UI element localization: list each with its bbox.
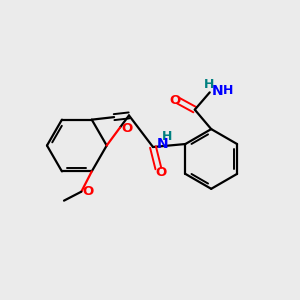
Text: H: H bbox=[223, 84, 233, 98]
Text: O: O bbox=[83, 184, 94, 198]
Text: N: N bbox=[157, 137, 168, 151]
Text: O: O bbox=[156, 166, 167, 178]
Text: N: N bbox=[212, 84, 223, 98]
Text: O: O bbox=[121, 122, 132, 135]
Text: O: O bbox=[169, 94, 180, 106]
Text: H: H bbox=[204, 78, 214, 91]
Text: H: H bbox=[162, 130, 172, 143]
